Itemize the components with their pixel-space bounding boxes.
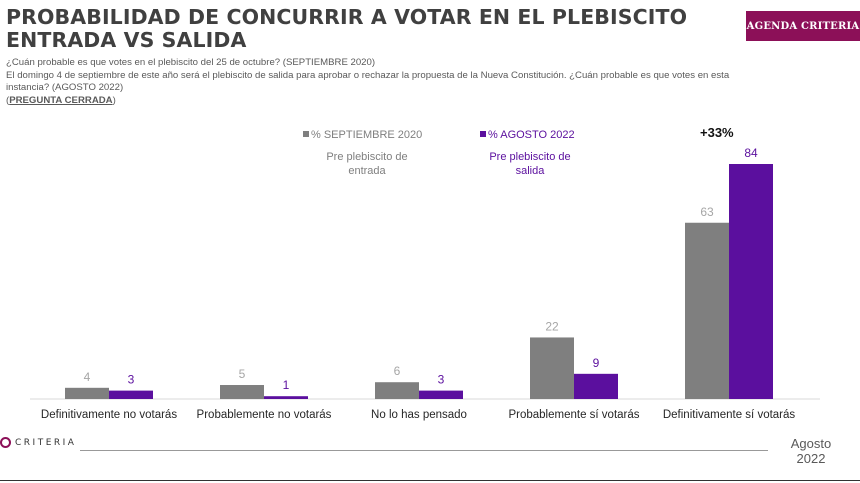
legend-label-2022: % AGOSTO 2022 (488, 129, 575, 141)
data-label-sep2020-2: 6 (394, 364, 401, 378)
title-line-1: PROBABILIDAD DE CONCURRIR A VOTAR EN EL … (6, 5, 688, 29)
legend-swatch-2022 (480, 131, 486, 137)
title-line-2: ENTRADA VS SALIDA (6, 28, 247, 52)
footer-divider (80, 450, 768, 451)
subtitle-block: ¿Cuán probable es que votes en el plebis… (6, 57, 756, 107)
data-label-ago2022-2: 3 (438, 373, 445, 387)
data-label-sep2020-4: 63 (700, 205, 714, 219)
agenda-criteria-badge: AGENDA CRITERIA (746, 11, 860, 41)
brand-name: CRITERIA (15, 437, 77, 448)
note-open: ( (6, 94, 10, 106)
data-label-ago2022-0: 3 (128, 373, 135, 387)
question-2020: ¿Cuán probable es que votes en el plebis… (6, 57, 376, 68)
date-year: 2022 (796, 451, 826, 466)
category-label-4: Definitivamente sí votarás (663, 409, 796, 421)
legend-sub-2022: Pre plebiscito de salida (489, 151, 571, 177)
question-2022: El domingo 4 de septiembre de este año s… (6, 69, 730, 94)
data-label-sep2020-3: 22 (545, 319, 559, 333)
legend-swatch-2020 (303, 131, 309, 137)
category-label-2: No lo has pensado (371, 409, 467, 421)
bar-sep2020-1 (220, 385, 264, 399)
bar-sep2020-3 (530, 337, 574, 399)
question-type-note: (PREGUNTA CERRADA) (6, 95, 756, 108)
change-annotation: +33% (700, 125, 734, 140)
criteria-logo: CRITERIA (0, 437, 76, 448)
bar-sep2020-4 (685, 222, 729, 399)
date-month: Agosto (790, 436, 832, 451)
report-date: Agosto 2022 (778, 436, 844, 466)
data-label-ago2022-3: 9 (593, 356, 600, 370)
category-label-3: Probablemente sí votarás (508, 409, 639, 421)
category-label-0: Definitivamente no votarás (41, 409, 177, 421)
bottom-border (0, 480, 860, 481)
bar-ago2022-4 (729, 164, 773, 399)
note-close: ) (112, 94, 116, 106)
bar-sep2020-2 (375, 382, 419, 399)
question-type: PREGUNTA CERRADA (9, 94, 113, 106)
data-label-sep2020-0: 4 (84, 370, 91, 384)
data-label-ago2022-4: 84 (744, 146, 758, 160)
chart-title: PROBABILIDAD DE CONCURRIR A VOTAR EN EL … (6, 6, 726, 52)
data-label-ago2022-1: 1 (283, 378, 290, 392)
bar-ago2022-0 (109, 390, 153, 399)
legend-label-2020: % SEPTIEMBRE 2020 (311, 129, 423, 141)
legend-item-2020: % SEPTIEMBRE 2020 (303, 129, 422, 141)
category-label-1: Probablemente no votarás (197, 409, 332, 421)
bar-sep2020-0 (65, 387, 109, 399)
bar-ago2022-2 (419, 390, 463, 399)
bar-ago2022-3 (574, 373, 618, 399)
legend-item-2022: % AGOSTO 2022 (480, 129, 575, 141)
criteria-logo-icon (0, 437, 11, 448)
bar-ago2022-1 (264, 396, 308, 399)
legend-sub-2020: Pre plebiscito de entrada (326, 151, 408, 177)
data-label-sep2020-1: 5 (239, 367, 246, 381)
